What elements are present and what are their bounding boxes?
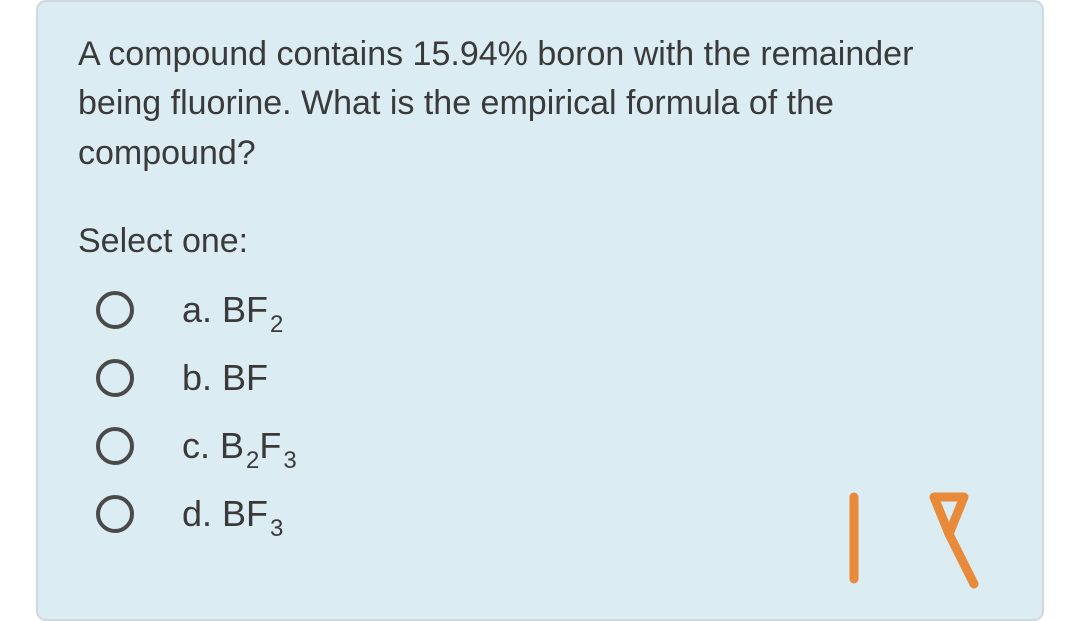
formula-base: BF	[222, 357, 268, 399]
option-label: c. B 2 F 3	[182, 425, 297, 467]
quiz-panel: A compound contains 15.94% boron with th…	[36, 0, 1044, 621]
option-letter: d.	[182, 493, 212, 535]
option-letter: b.	[182, 357, 212, 399]
radio-icon[interactable]	[96, 495, 134, 533]
option-letter: a.	[182, 289, 212, 331]
option-d[interactable]: d. BF 3	[96, 493, 1002, 535]
formula-subscript: 3	[283, 447, 296, 475]
formula-subscript: 3	[270, 515, 283, 543]
question-text: A compound contains 15.94% boron with th…	[78, 30, 1002, 178]
option-c[interactable]: c. B 2 F 3	[96, 425, 1002, 467]
formula-subscript: 2	[270, 311, 283, 339]
option-letter: c.	[182, 425, 210, 467]
formula-base: B	[220, 425, 244, 467]
select-one-label: Select one:	[78, 222, 1002, 261]
formula-base: BF	[222, 289, 268, 331]
radio-icon[interactable]	[96, 427, 134, 465]
option-a[interactable]: a. BF 2	[96, 289, 1002, 331]
options-list: a. BF 2 b. BF c. B 2 F	[78, 289, 1002, 535]
formula-subscript: 2	[246, 447, 259, 475]
formula-base: F	[259, 425, 281, 467]
formula-base: BF	[222, 493, 268, 535]
option-b[interactable]: b. BF	[96, 357, 1002, 399]
option-label: a. BF 2	[182, 289, 285, 331]
radio-icon[interactable]	[96, 291, 134, 329]
option-label: d. BF 3	[182, 493, 285, 535]
option-label: b. BF	[182, 357, 272, 399]
radio-icon[interactable]	[96, 359, 134, 397]
